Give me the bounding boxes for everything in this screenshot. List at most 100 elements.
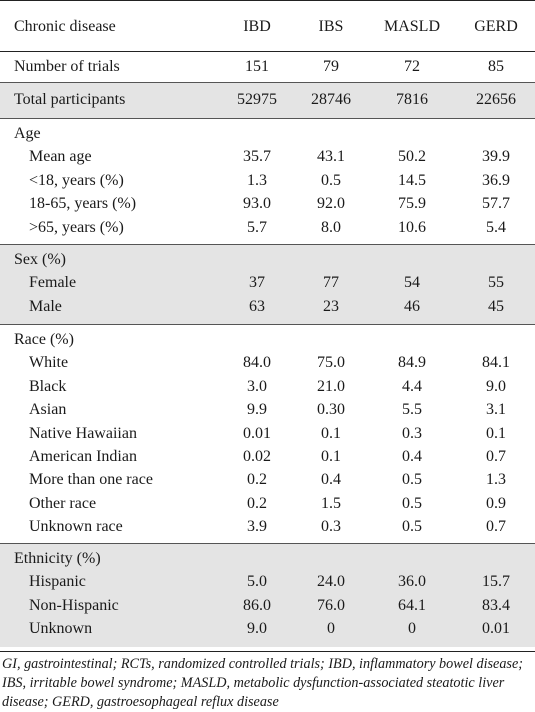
cell-gerd: 0.01 xyxy=(482,620,510,638)
table-row: Non-Hispanic 86.0 76.0 64.1 83.4 xyxy=(0,594,535,617)
table-footnote: GI, gastrointestinal; RCTs, randomized c… xyxy=(0,651,535,712)
column-header-disease: Chronic disease xyxy=(14,18,116,35)
column-header-gerd: GERD xyxy=(474,18,518,35)
row-label: Native Hawaiian xyxy=(29,424,137,442)
cell-ibd: 86.0 xyxy=(243,596,271,614)
row-label: Male xyxy=(29,297,62,315)
table-row: Unknown race 3.9 0.3 0.5 0.7 xyxy=(0,515,535,538)
ethnicity-section: Ethnicity (%) Hispanic 5.0 24.0 36.0 15.… xyxy=(0,544,535,647)
cell-ibs: 79 xyxy=(323,58,339,75)
cell-gerd: 84.1 xyxy=(482,354,510,372)
table-row: Male 63 23 46 45 xyxy=(0,295,535,318)
cell-gerd: 1.3 xyxy=(486,471,506,489)
cell-masld: 4.4 xyxy=(402,377,422,395)
cell-ibs: 0.1 xyxy=(321,447,341,465)
cell-ibd: 5.0 xyxy=(247,573,267,591)
cell-gerd: 83.4 xyxy=(482,596,510,614)
table-row-participants: Total participants 52975 28746 7816 2265… xyxy=(0,88,535,111)
cell-gerd: 45 xyxy=(488,297,504,315)
row-label: 18-65, years (%) xyxy=(29,195,137,213)
cell-gerd: 5.4 xyxy=(486,218,506,236)
cell-gerd: 0.9 xyxy=(486,494,506,512)
cell-masld: 50.2 xyxy=(398,148,426,166)
cell-ibd: 35.7 xyxy=(243,148,271,166)
cell-masld: 10.6 xyxy=(398,218,426,236)
cell-ibd: 84.0 xyxy=(243,354,271,372)
cell-ibs: 21.0 xyxy=(317,377,345,395)
table-row: Female 37 77 54 55 xyxy=(0,271,535,294)
cell-ibs: 0.3 xyxy=(321,518,341,536)
cell-gerd: 39.9 xyxy=(482,148,510,166)
cell-gerd: 0.7 xyxy=(486,518,506,536)
cell-ibs: 0 xyxy=(327,620,335,638)
cell-ibd: 5.7 xyxy=(247,218,267,236)
cell-ibs: 92.0 xyxy=(317,195,345,213)
row-label: Total participants xyxy=(14,91,126,108)
cell-ibd: 63 xyxy=(249,297,265,315)
cell-ibs: 0.5 xyxy=(321,171,341,189)
table-row: Hispanic 5.0 24.0 36.0 15.7 xyxy=(0,570,535,593)
cell-gerd: 57.7 xyxy=(482,195,510,213)
table-row: More than one race 0.2 0.4 0.5 1.3 xyxy=(0,468,535,491)
table-row: White 84.0 75.0 84.9 84.1 xyxy=(0,351,535,374)
cell-gerd: 3.1 xyxy=(486,401,506,419)
cell-masld: 36.0 xyxy=(398,573,426,591)
section-title: Race (%) xyxy=(14,331,74,348)
cell-masld: 0.5 xyxy=(402,518,422,536)
table-row: <18, years (%) 1.3 0.5 14.5 36.9 xyxy=(0,169,535,192)
race-section: Race (%) White 84.0 75.0 84.9 84.1 Black… xyxy=(0,325,535,544)
cell-gerd: 15.7 xyxy=(482,573,510,591)
table-row: Black 3.0 21.0 4.4 9.0 xyxy=(0,375,535,398)
row-label: White xyxy=(29,354,69,372)
cell-masld: 0.4 xyxy=(402,447,422,465)
cell-ibd: 3.9 xyxy=(247,518,267,536)
cell-masld: 7816 xyxy=(396,91,428,108)
row-label: Other race xyxy=(29,494,97,512)
cell-masld: 84.9 xyxy=(398,354,426,372)
table-row: American Indian 0.02 0.1 0.4 0.7 xyxy=(0,445,535,468)
row-label: Non-Hispanic xyxy=(29,596,119,614)
age-section: Age Mean age 35.7 43.1 50.2 39.9 <18, ye… xyxy=(0,119,535,245)
column-header-ibs: IBS xyxy=(318,18,344,35)
table-row: Asian 9.9 0.30 5.5 3.1 xyxy=(0,398,535,421)
row-label: Black xyxy=(29,377,67,395)
cell-masld: 0 xyxy=(408,620,416,638)
cell-ibd: 0.01 xyxy=(243,424,271,442)
cell-masld: 64.1 xyxy=(398,596,426,614)
trials-section: Number of trials 151 79 72 85 xyxy=(0,52,535,83)
cell-ibd: 0.02 xyxy=(243,447,271,465)
cell-gerd: 0.1 xyxy=(486,424,506,442)
row-label: Female xyxy=(29,274,77,292)
cell-ibd: 9.9 xyxy=(247,401,267,419)
table-row: >65, years (%) 5.7 8.0 10.6 5.4 xyxy=(0,216,535,239)
cell-ibd: 52975 xyxy=(237,91,277,108)
cell-ibd: 1.3 xyxy=(247,171,267,189)
cell-masld: 5.5 xyxy=(402,401,422,419)
section-title: Ethnicity (%) xyxy=(14,550,101,567)
cell-masld: 0.5 xyxy=(402,471,422,489)
cell-masld: 0.3 xyxy=(402,424,422,442)
cell-ibs: 0.30 xyxy=(317,401,345,419)
participants-section: Total participants 52975 28746 7816 2265… xyxy=(0,83,535,119)
table-header-row: Chronic disease IBD IBS MASLD GERD xyxy=(0,0,535,52)
cell-ibs: 0.4 xyxy=(321,471,341,489)
cell-ibs: 28746 xyxy=(311,91,351,108)
cell-ibd: 37 xyxy=(249,274,265,292)
section-title-ethnicity: Ethnicity (%) xyxy=(0,547,535,570)
table-row: Unknown 9.0 0 0 0.01 xyxy=(0,617,535,640)
row-label: >65, years (%) xyxy=(29,218,124,236)
section-title: Age xyxy=(14,125,41,142)
cell-ibs: 8.0 xyxy=(321,218,341,236)
column-header-masld: MASLD xyxy=(383,18,440,35)
cell-ibs: 43.1 xyxy=(317,148,345,166)
cell-ibs: 1.5 xyxy=(321,494,341,512)
cell-masld: 54 xyxy=(404,274,420,292)
cell-gerd: 55 xyxy=(488,274,504,292)
cell-ibd: 0.2 xyxy=(247,471,267,489)
section-title-age: Age xyxy=(0,122,535,145)
row-label: Unknown xyxy=(29,620,93,638)
table-row: 18-65, years (%) 93.0 92.0 75.9 57.7 xyxy=(0,192,535,215)
cell-ibd: 151 xyxy=(245,58,269,75)
section-title: Sex (%) xyxy=(14,251,66,268)
cell-masld: 14.5 xyxy=(398,171,426,189)
